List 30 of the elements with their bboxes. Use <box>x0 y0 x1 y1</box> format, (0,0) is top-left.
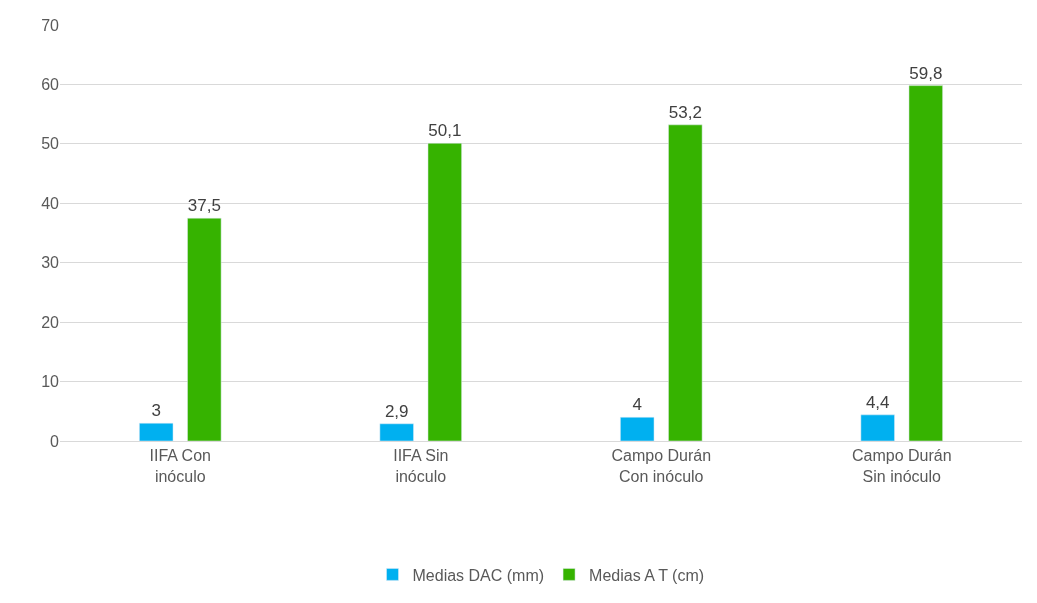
y-tick-label: 20 <box>41 313 60 331</box>
x-tick-label: Campo Durán Con inóculo <box>611 447 712 485</box>
bar <box>379 423 414 441</box>
data-label: 4 <box>632 395 642 415</box>
x-tick-label: IIFA Sin inóculo <box>393 447 449 485</box>
legend-label: Medias DAC (mm) <box>412 566 545 584</box>
data-label: 50,1 <box>428 121 462 141</box>
legend-label: Medias A T (cm) <box>589 566 705 584</box>
y-tick-label: 10 <box>41 373 60 391</box>
bar <box>139 422 174 441</box>
data-label: 4,4 <box>865 392 890 412</box>
x-tick-label: IIFA Con inóculo <box>149 447 211 485</box>
bar <box>187 217 222 441</box>
bar <box>620 416 655 441</box>
y-tick-label: 0 <box>50 432 60 450</box>
y-tick-label: 40 <box>41 194 60 212</box>
y-tick-label: 60 <box>41 76 60 94</box>
bar <box>427 143 462 441</box>
y-tick-label: 70 <box>41 16 60 34</box>
x-tick-label: Campo Durán Sin inóculo <box>851 447 952 485</box>
data-label: 3 <box>151 401 161 421</box>
data-label: 59,8 <box>909 63 943 83</box>
data-label: 53,2 <box>668 102 702 122</box>
bar <box>860 414 895 441</box>
bar <box>908 85 943 441</box>
data-label: 37,5 <box>187 196 221 216</box>
data-label: 2,9 <box>384 401 409 421</box>
y-tick-label: 50 <box>41 135 60 153</box>
y-tick-label: 30 <box>41 254 60 272</box>
bar <box>668 124 703 441</box>
